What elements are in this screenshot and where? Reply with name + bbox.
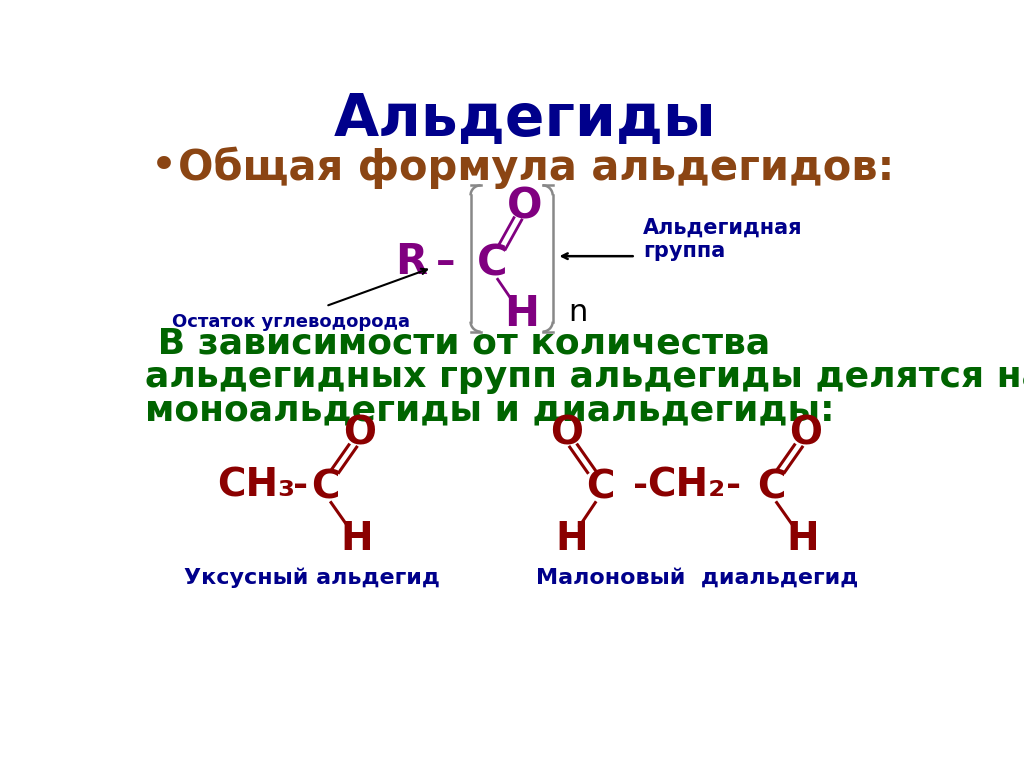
Text: -: - [293,468,308,502]
Text: CH₃: CH₃ [217,467,295,505]
Text: O: O [507,185,543,227]
Text: –: – [436,243,456,281]
Text: Остаток углеводорода: Остаток углеводорода [172,313,410,330]
Text: Общая формула альдегидов:: Общая формула альдегидов: [178,147,895,189]
Text: C: C [757,468,785,506]
Text: -: - [726,468,741,502]
Text: n: n [568,298,588,327]
Text: CH₂: CH₂ [647,467,725,505]
Text: моноальдегиды и диальдегиды:: моноальдегиды и диальдегиды: [145,394,835,428]
Text: H: H [786,520,818,558]
Text: H: H [340,520,373,558]
Text: C: C [477,243,508,285]
Text: R: R [395,241,427,283]
Text: •: • [150,145,178,190]
Text: C: C [587,468,615,506]
Text: O: O [343,414,376,452]
Text: Альдегиды: Альдегиды [334,91,716,148]
Text: C: C [311,468,340,506]
Text: альдегидных групп альдегиды делятся на: альдегидных групп альдегиды делятся на [145,360,1024,394]
Text: Альдегидная
группа: Альдегидная группа [643,217,803,261]
Text: H: H [555,520,588,558]
Text: Малоновый  диальдегид: Малоновый диальдегид [537,568,859,588]
Text: -: - [634,468,648,502]
Text: Уксусный альдегид: Уксусный альдегид [183,567,439,588]
Text: В зависимости от количества: В зависимости от количества [145,326,770,360]
Text: O: O [550,414,583,452]
Text: H: H [504,293,540,335]
Text: O: O [788,414,822,452]
